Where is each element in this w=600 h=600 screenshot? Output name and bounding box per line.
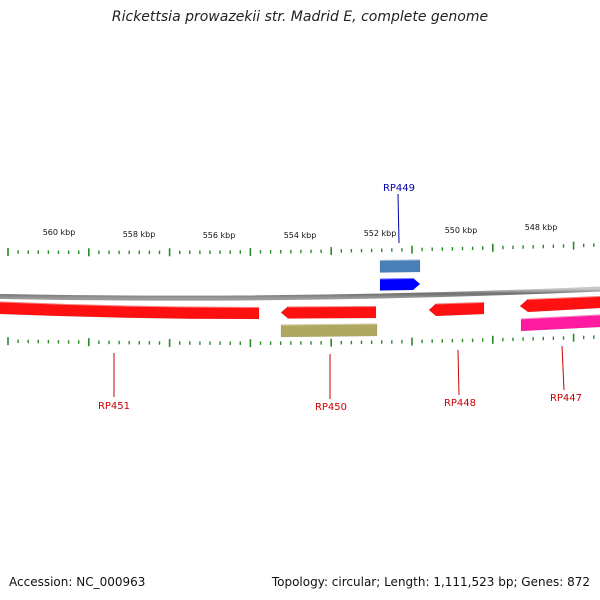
scale-ticks-inner: [7, 333, 595, 348]
gene-highlight: [287, 305, 377, 308]
scale-tick-label: 550 kbp: [445, 226, 478, 235]
gene-rp447-magenta[interactable]: [520, 314, 600, 332]
gene-highlight: [379, 258, 421, 261]
scale-tick-label: 558 kbp: [123, 230, 156, 239]
gene-rp449[interactable]: [379, 277, 421, 291]
gene-label-leader: [397, 193, 400, 244]
scale-ticks-outer: [7, 241, 595, 257]
gene-rp450-khaki[interactable]: [280, 323, 378, 338]
scale-tick-label: 552 kbp: [364, 229, 397, 238]
gene-rp447[interactable]: [519, 295, 600, 313]
gene-label-leader: [561, 345, 565, 391]
gene-label-rp447[interactable]: RP447: [550, 393, 582, 404]
scale-tick-label: 554 kbp: [284, 231, 317, 240]
scale-tick-label: 560 kbp: [43, 228, 76, 237]
gene-label-rp450[interactable]: RP450: [315, 402, 347, 413]
gene-highlight: [435, 301, 485, 305]
scale-tick-labels: 560 kbp 558 kbp 556 kbp 554 kbp 552 kbp 550 k…: [43, 223, 558, 240]
gene-rp450[interactable]: [280, 305, 377, 319]
gene-highlight: [280, 322, 378, 326]
gene-features: [0, 258, 600, 338]
gene-labels: RP451 RP450 RP449 RP448 RP447: [98, 183, 582, 413]
scale-tick-label: 556 kbp: [203, 231, 236, 240]
gene-highlight: [379, 277, 414, 280]
map-title: Rickettsia prowazekii str. Madrid E, com…: [111, 9, 489, 25]
gene-label-rp449[interactable]: RP449: [383, 183, 415, 194]
gene-highlight: [520, 313, 600, 320]
gene-rp448[interactable]: [428, 301, 485, 317]
gene-rp449-steel[interactable]: [379, 259, 421, 273]
scale-tick-label: 548 kbp: [525, 223, 558, 232]
gene-rp451[interactable]: [0, 301, 260, 320]
gene-highlight: [527, 295, 600, 300]
genome-backbone: [0, 286, 600, 301]
gene-label-leader: [457, 349, 460, 396]
genome-summary: Topology: circular; Length: 1,111,523 bp…: [271, 575, 590, 589]
accession-info: Accession: NC_000963: [9, 575, 146, 589]
gene-label-rp451[interactable]: RP451: [98, 401, 130, 412]
gene-label-rp448[interactable]: RP448: [444, 398, 476, 409]
gene-highlight: [0, 300, 260, 308]
